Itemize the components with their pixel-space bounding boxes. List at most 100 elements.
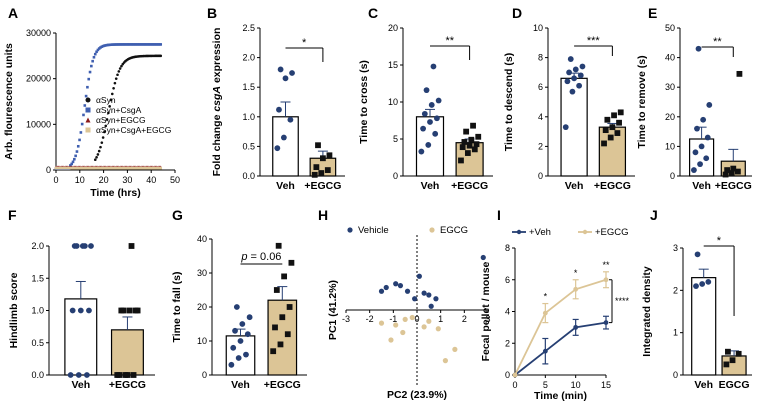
y-tick-label: 2.0 — [31, 241, 44, 251]
data-point — [475, 133, 482, 140]
y-tick-label: 3 — [673, 243, 678, 253]
data-point — [107, 43, 110, 47]
data-point — [79, 166, 83, 170]
data-point — [74, 154, 77, 158]
panel-D: D Time to descend (s) 0 2 4 6 8 10 Veh +EGCG *** — [503, 5, 635, 192]
data-point — [70, 166, 74, 170]
data-point — [124, 166, 127, 170]
data-point — [118, 67, 122, 70]
panel-label: G — [172, 207, 183, 223]
data-point — [313, 164, 320, 171]
data-point — [147, 166, 151, 170]
y-tick-label: 0 — [670, 171, 675, 181]
data-point — [288, 259, 295, 266]
data-point — [151, 43, 155, 46]
y-tick-label: 0.5 — [31, 338, 44, 348]
panel-I: I 0 2 4 6 8 0 5 10 15 Fecal pellet / mouse Time (mi… — [480, 207, 630, 402]
data-point — [146, 43, 149, 46]
data-point — [700, 116, 707, 123]
data-point — [83, 104, 87, 107]
data-point — [154, 166, 157, 170]
x-tick-label: +EGCG — [304, 180, 341, 192]
data-point — [473, 141, 480, 148]
data-point — [427, 119, 433, 125]
data-point — [99, 166, 102, 170]
data-point — [107, 166, 110, 170]
panel-G: G Time to fall (s) 0 10 20 30 40 Veh +EGCG p = 0.… — [171, 207, 307, 391]
data-point — [402, 316, 408, 322]
data-point — [315, 142, 321, 149]
data-point — [614, 130, 621, 136]
data-point — [110, 43, 114, 46]
y-axis-label: Fold change csgA expression — [211, 28, 223, 177]
data-point — [130, 372, 137, 378]
data-point — [237, 338, 244, 344]
significance-label: **** — [615, 296, 630, 306]
data-point — [82, 166, 85, 170]
y-tick-label: 30 — [665, 82, 675, 92]
y-tick-label: 0 — [673, 370, 678, 380]
legend-label: +Veh — [529, 227, 551, 238]
data-point — [274, 145, 281, 152]
data-point — [67, 166, 71, 170]
data-point — [120, 43, 123, 46]
data-point — [112, 166, 115, 170]
data-point — [616, 119, 622, 126]
significance-label: * — [544, 292, 548, 302]
data-point — [426, 292, 432, 298]
x-tick-label: Veh — [231, 379, 250, 391]
data-point — [131, 166, 135, 170]
data-point — [99, 145, 102, 149]
y-tick-label: 6 — [505, 275, 510, 285]
data-point — [93, 52, 97, 56]
data-point — [65, 166, 68, 170]
data-point — [704, 134, 711, 141]
data-point — [69, 307, 76, 314]
data-point — [97, 47, 101, 50]
legend-label: αSyn+CsgA — [96, 105, 142, 115]
data-point — [104, 124, 108, 128]
data-point — [133, 166, 136, 170]
panel-A: A Arb. flourescence units 0 10000 20000 30000… — [3, 5, 180, 199]
data-point — [122, 43, 126, 46]
data-point — [117, 43, 121, 46]
data-point — [722, 171, 729, 178]
data-point — [141, 166, 144, 170]
data-point — [121, 166, 125, 170]
data-point — [87, 166, 91, 170]
legend-marker — [85, 107, 91, 113]
data-point — [730, 165, 737, 172]
data-point — [105, 118, 109, 121]
data-point — [131, 43, 135, 46]
panel-F: F Hindlimb score 0.0 0.5 1.0 1.5 2.0 Veh +EGCG — [8, 207, 155, 391]
y-axis-label: Hindlimb score — [8, 272, 20, 348]
data-point — [96, 153, 100, 156]
data-point — [122, 166, 126, 170]
data-point — [694, 251, 701, 258]
data-point — [464, 150, 471, 156]
data-point — [282, 75, 289, 82]
y-tick-label: 10 — [388, 97, 398, 107]
data-point — [566, 69, 572, 76]
data-point — [235, 355, 242, 361]
data-point — [54, 166, 58, 170]
data-point — [281, 273, 288, 280]
data-point — [78, 138, 81, 142]
significance-label: ** — [446, 35, 455, 47]
x-tick-label: 10 — [571, 380, 581, 390]
data-point — [129, 166, 132, 170]
data-point — [91, 59, 94, 63]
x-tick-label: Veh — [565, 180, 584, 192]
data-point — [126, 166, 130, 170]
data-point — [289, 70, 295, 76]
data-point — [151, 166, 155, 170]
data-point — [82, 113, 85, 117]
data-point — [232, 327, 238, 334]
data-point — [155, 43, 159, 46]
panel-label: B — [207, 5, 217, 21]
bar — [110, 329, 144, 376]
data-point — [693, 283, 699, 289]
data-point — [67, 372, 74, 378]
x-tick-label: 20 — [99, 175, 109, 185]
y-tick-label: 2.5 — [242, 23, 255, 33]
